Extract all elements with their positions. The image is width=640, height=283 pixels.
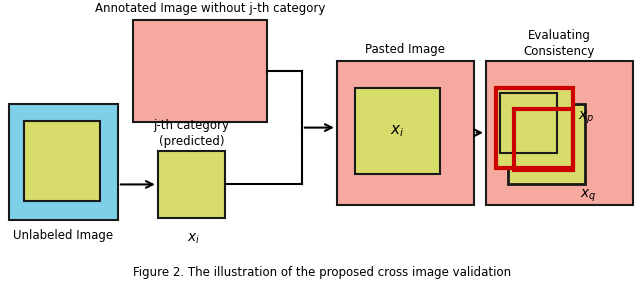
Text: $x_q$: $x_q$ [580,188,596,204]
Bar [8,104,118,220]
Text: Annotated Image without j-th category: Annotated Image without j-th category [95,2,325,15]
Text: $x_p$: $x_p$ [579,110,595,126]
Bar [514,109,573,170]
Text: $x_i$: $x_i$ [390,123,404,139]
Text: Unlabeled Image: Unlabeled Image [13,229,113,242]
Bar [337,61,474,205]
Bar [508,104,586,185]
Bar [496,88,573,168]
Text: Figure 2. The illustration of the proposed cross image validation: Figure 2. The illustration of the propos… [132,266,511,279]
Text: Pasted Image: Pasted Image [365,43,445,56]
Bar [157,151,225,218]
Bar [486,61,633,205]
Bar [24,121,100,201]
Text: Evaluating
Consistency: Evaluating Consistency [524,29,595,57]
Bar [355,88,440,174]
Text: $x_i$: $x_i$ [187,231,200,246]
Bar [133,20,267,122]
Bar [500,93,557,153]
Text: j-th category
(predicted): j-th category (predicted) [154,119,230,148]
